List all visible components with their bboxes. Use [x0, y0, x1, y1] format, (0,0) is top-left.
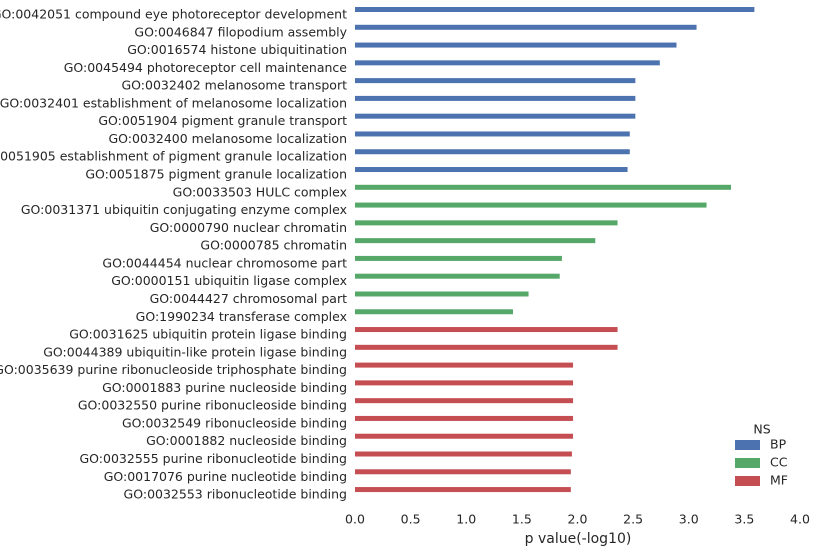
y-tick-label: GO:0032401 establishment of melanosome l…	[0, 95, 347, 110]
x-tick-label: 2.5	[623, 512, 643, 527]
y-tick-label: GO:0000151 ubiquitin ligase complex	[111, 273, 347, 288]
bar	[355, 273, 560, 279]
y-tick-label: GO:0016574 histone ubiquitination	[127, 42, 347, 57]
bar	[355, 451, 572, 457]
legend-label: BP	[770, 437, 787, 452]
y-tick-label: GO:0033503 HULC complex	[173, 184, 347, 199]
bar	[355, 398, 574, 404]
x-tick-label: 0.5	[401, 512, 421, 527]
bar	[355, 469, 571, 475]
bar	[355, 42, 677, 48]
bar	[355, 255, 562, 261]
bar	[355, 433, 574, 439]
y-tick-label: GO:0017076 purine nucleotide binding	[104, 469, 347, 484]
x-tick-label: 4.0	[790, 512, 810, 527]
bar	[355, 7, 755, 12]
bar	[355, 131, 630, 137]
y-tick-label: GO:0032550 purine ribonucleoside binding	[78, 398, 347, 413]
bar	[355, 149, 630, 155]
y-tick-label: GO:0051875 pigment granule localization	[85, 167, 347, 182]
legend-label: CC	[770, 455, 788, 470]
y-tick-label: GO:0051904 pigment granule transport	[98, 113, 347, 128]
y-tick-label: GO:0001882 nucleoside binding	[146, 433, 347, 448]
bar	[355, 238, 596, 244]
bar	[355, 487, 571, 493]
y-tick-label: GO:0032549 ribonucleoside binding	[122, 415, 347, 430]
y-tick-label: GO:0032553 ribonucleotide binding	[124, 487, 347, 502]
bar	[355, 113, 636, 119]
y-tick-label: GO:0031625 ubiquitin protein ligase bind…	[69, 327, 347, 342]
y-tick-label: GO:0044389 ubiquitin-like protein ligase…	[43, 344, 347, 359]
legend-swatch	[735, 458, 760, 468]
legend-label: MF	[770, 473, 788, 488]
x-tick-label: 0.0	[345, 512, 365, 527]
bar	[355, 327, 618, 333]
y-tick-label: GO:0044454 nuclear chromosome part	[102, 255, 347, 270]
bar	[355, 362, 574, 368]
legend-swatch	[735, 440, 760, 450]
bar	[355, 60, 660, 66]
bar	[355, 184, 732, 190]
legend-swatch	[735, 476, 760, 486]
y-tick-label: GO:0000785 chromatin	[200, 238, 347, 253]
y-tick-label: GO:0042051 compound eye photoreceptor de…	[0, 7, 347, 22]
y-tick-label: GO:0032400 melanosome localization	[109, 131, 348, 146]
y-tick-label: GO:1990234 transferase complex	[136, 309, 347, 324]
x-tick-label: 2.0	[568, 512, 588, 527]
bar	[355, 78, 636, 84]
x-tick-label: 1.5	[512, 512, 532, 527]
y-tick-label: GO:0001883 purine nucleoside binding	[102, 380, 347, 395]
y-tick-label: GO:0051905 establishment of pigment gran…	[0, 149, 347, 164]
x-tick-label: 3.5	[734, 512, 754, 527]
bar	[355, 167, 628, 173]
y-tick-label: GO:0032402 melanosome transport	[122, 78, 348, 93]
y-tick-label: GO:0046847 filopodium assembly	[134, 24, 347, 39]
y-tick-label: GO:0035639 purine ribonucleoside triphos…	[0, 362, 347, 377]
y-tick-label: GO:0044427 chromosomal part	[150, 291, 347, 306]
bar	[355, 309, 513, 315]
bar	[355, 202, 707, 208]
y-tick-label: GO:0045494 photoreceptor cell maintenanc…	[64, 60, 348, 75]
bar	[355, 95, 636, 101]
x-tick-label: 3.0	[679, 512, 699, 527]
y-tick-label: GO:0000790 nuclear chromatin	[150, 220, 347, 235]
bar	[355, 415, 574, 421]
bar	[355, 380, 574, 386]
bar	[355, 24, 697, 30]
x-tick-label: 1.0	[456, 512, 476, 527]
bar	[355, 344, 618, 350]
bar	[355, 291, 529, 297]
bar	[355, 220, 618, 226]
legend-title: NS	[753, 422, 770, 437]
y-tick-label: GO:0031371 ubiquitin conjugating enzyme …	[21, 202, 347, 217]
y-tick-label: GO:0032555 purine ribonucleotide binding	[79, 451, 347, 466]
x-axis-label: p value(-log10)	[525, 531, 632, 547]
